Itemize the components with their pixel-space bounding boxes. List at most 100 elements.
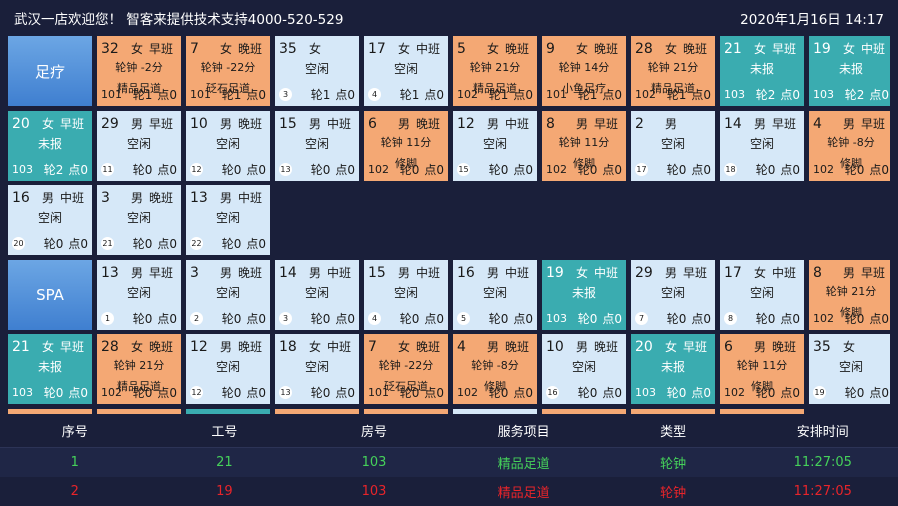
- technician-card[interactable]: 7 女晚班 轮钟 -22分 砭石足道 101 轮1 点0: [186, 36, 270, 106]
- technician-card[interactable]: 6 男晚班 轮钟 11分 修脚 102 轮0 点0: [364, 110, 448, 181]
- technician-card[interactable]: 15 男中班 空闲 4 轮0 点0: [364, 259, 448, 330]
- gender-label: 女: [843, 42, 856, 56]
- tech-number: 2: [635, 115, 644, 132]
- technician-card[interactable]: 8 男早班 轮钟 21分 修脚 102 轮0 点0: [809, 259, 890, 330]
- gender-label: 男: [665, 116, 678, 131]
- technician-card[interactable]: 7 女晚班 轮钟 -22分 砭石足道 101 轮0 点0: [364, 334, 448, 404]
- assignment-table: 序号 工号 房号 服务项目 类型 安排时间 1 21 103 精品足道 轮钟 1…: [0, 414, 898, 506]
- status-text: 未报: [838, 62, 863, 76]
- gender-label: 男: [220, 191, 233, 205]
- rotation-count: 轮0: [666, 386, 687, 400]
- section-tile-0[interactable]: 足疗: [8, 36, 92, 106]
- tech-number: 13: [190, 190, 208, 206]
- gender-label: 男: [843, 116, 856, 131]
- technician-card-partial[interactable]: [542, 408, 626, 414]
- tech-number: 14: [279, 264, 297, 281]
- cell-service: 精品足道: [497, 486, 550, 501]
- technician-card[interactable]: 17 女中班 空闲 4 轮1 点0: [364, 36, 448, 106]
- table-row[interactable]: 2 19 103 精品足道 轮钟 11:27:05: [0, 477, 898, 506]
- technician-card[interactable]: 12 男中班 空闲 15 轮0 点0: [453, 110, 537, 181]
- technician-card[interactable]: 13 男中班 空闲 22 轮0 点0: [186, 185, 270, 255]
- counts: 轮0 点0: [756, 384, 800, 401]
- technician-card[interactable]: 14 男中班 空闲 3 轮0 点0: [275, 259, 359, 330]
- technician-card[interactable]: 5 女晚班 轮钟 21分 精品足道 102 轮1 点0: [453, 36, 537, 106]
- counts: 轮0 点0: [222, 161, 266, 178]
- technician-card[interactable]: 16 男中班 空闲 20 轮0 点0: [8, 185, 92, 255]
- gender-label: 女: [843, 340, 856, 354]
- tech-number: 8: [546, 115, 555, 132]
- card-footer: 102 轮0 点0: [813, 310, 889, 327]
- status-text: 空闲: [215, 285, 240, 300]
- tech-number: 19: [546, 264, 564, 281]
- section-tile-1[interactable]: SPA: [8, 259, 92, 330]
- technician-card[interactable]: 29 男早班 空闲 7 轮0 点0: [631, 259, 715, 330]
- status-text: 空闲: [126, 136, 151, 151]
- card-footer: 3 轮1 点0: [279, 86, 355, 103]
- technician-card[interactable]: 29 男早班空闲 11 轮0 点0: [97, 110, 181, 181]
- tech-number: 3: [190, 264, 199, 281]
- technician-card[interactable]: 32 女早班 轮钟 -2分 精品足道 101 轮1 点0: [97, 36, 181, 106]
- request-count: 点0: [513, 386, 533, 400]
- table-row[interactable]: 1 21 103 精品足道 轮钟 11:27:05: [0, 448, 898, 477]
- room-number: 102: [813, 311, 834, 325]
- technician-card[interactable]: 35 女空闲 19 轮0 点0: [809, 334, 890, 404]
- status-text: 空闲: [304, 360, 329, 374]
- technician-card[interactable]: 28 女晚班 轮钟 21分 精品足道 102 轮1 点0: [631, 36, 715, 106]
- rotation-count: 轮0: [310, 311, 331, 326]
- technician-card[interactable]: 8 男早班 轮钟 11分 修脚 102 轮0 点0: [542, 110, 626, 181]
- card-footer: 103 轮2 点0: [724, 86, 800, 103]
- rotation-count: 轮1: [132, 88, 153, 102]
- service-timer: 轮钟 21分: [469, 61, 521, 74]
- technician-card[interactable]: 6 男晚班 轮钟 11分 修脚 102 轮0 点0: [720, 334, 804, 404]
- technician-card[interactable]: 10 男晚班 空闲 16 轮0 点0: [542, 334, 626, 404]
- card-header: 29 男早班: [101, 115, 177, 132]
- technician-card[interactable]: 19 女中班 未报 103 轮0 点0: [542, 259, 626, 330]
- gender-label: 女: [131, 340, 144, 354]
- shift-label: 早班: [149, 265, 174, 280]
- col-header-type: 类型: [660, 425, 687, 440]
- technician-card-partial[interactable]: [453, 408, 537, 414]
- technician-card[interactable]: 20 女早班 未报 103 轮0 点0: [631, 334, 715, 404]
- technician-card-partial[interactable]: [275, 408, 359, 414]
- technician-card[interactable]: 19 女中班 未报 103 轮2 点0: [809, 36, 890, 106]
- technician-card[interactable]: 18 女中班 空闲 13 轮0 点0: [275, 334, 359, 404]
- counts: 轮1 点0: [133, 86, 177, 103]
- technician-card-partial[interactable]: [97, 408, 181, 414]
- status-text: 空闲: [482, 136, 507, 151]
- technician-card[interactable]: 2 男空闲 17 轮0 点0: [631, 110, 715, 181]
- cell-seq: 1: [70, 455, 79, 470]
- technician-card[interactable]: 4 男早班 轮钟 -8分 修脚 102 轮0 点0: [809, 110, 890, 181]
- gender-label: 女: [576, 42, 589, 56]
- technician-card[interactable]: 10 男晚班 空闲 12 轮0 点0: [186, 110, 270, 181]
- technician-card[interactable]: 28 女晚班 轮钟 21分 精品足道 102 轮0 点0: [97, 334, 181, 404]
- technician-card[interactable]: 3 男晚班 空闲 2 轮0 点0: [186, 259, 270, 330]
- shift-label: 晚班: [238, 340, 263, 354]
- technician-card[interactable]: 4 男晚班 轮钟 -8分 修脚 102 轮0 点0: [453, 334, 537, 404]
- technician-card[interactable]: 14 男早班 空闲 18 轮0 点0: [720, 110, 804, 181]
- technician-card[interactable]: 9 女晚班 轮钟 14分 小鱼足疗 101 轮1 点0: [542, 36, 626, 106]
- technician-card[interactable]: 13 男早班 空闲 1 轮0 点0: [97, 259, 181, 330]
- technician-card[interactable]: 16 男中班 空闲 5 轮0 点0: [453, 259, 537, 330]
- technician-card-partial[interactable]: [720, 408, 804, 414]
- technician-card[interactable]: 15 男中班 空闲 13 轮0 点0: [275, 110, 359, 181]
- request-count: 点0: [780, 162, 800, 177]
- shift-label: 早班: [594, 116, 619, 131]
- technician-card[interactable]: 21 女早班 未报 103 轮2 点0: [720, 36, 804, 106]
- card-header: 18 女中班: [279, 338, 355, 355]
- card-header: 35 女: [279, 40, 355, 57]
- technician-card[interactable]: 12 男晚班 空闲 12 轮0 点0: [186, 334, 270, 404]
- technician-card[interactable]: 35 女空闲 3 轮1 点0: [275, 36, 359, 106]
- technician-card-partial[interactable]: [186, 408, 270, 414]
- counts: 轮0 点0: [489, 310, 533, 327]
- request-count: 点0: [424, 311, 444, 326]
- technician-card[interactable]: 21 女早班 未报 103 轮0 点0: [8, 334, 92, 404]
- technician-card[interactable]: 3 男晚班 空闲 21 轮0 点0: [97, 185, 181, 255]
- technician-card[interactable]: 17 女中班 空闲 8 轮0 点0: [720, 259, 804, 330]
- queue-seq-badge: 12: [190, 162, 203, 176]
- technician-card-partial[interactable]: [364, 408, 448, 414]
- technician-card[interactable]: 20 女早班 未报 103 轮2 点0: [8, 110, 92, 181]
- technician-card-partial[interactable]: [8, 408, 92, 414]
- technician-card-partial[interactable]: [631, 408, 715, 414]
- gender-label: 男: [131, 191, 144, 205]
- card-footer: 11 轮0 点0: [101, 161, 177, 178]
